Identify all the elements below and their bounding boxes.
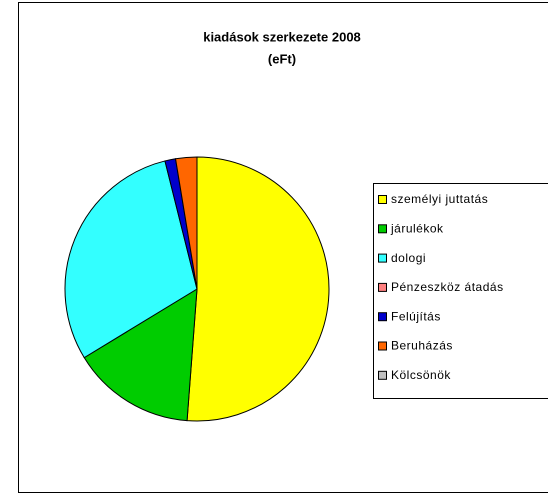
legend-label: járulékok: [390, 221, 444, 235]
legend-swatch: [378, 312, 387, 322]
legend-swatch: [378, 224, 387, 234]
legend-label: személyi juttatás: [391, 192, 488, 206]
pie-slice: [174, 156, 198, 290]
pie-slice: [83, 288, 198, 422]
pie-slice: [186, 156, 330, 422]
legend-label: Pénzeszköz átadás: [391, 280, 504, 294]
legend-box: [373, 183, 548, 399]
legend-label: Felújítás: [391, 309, 441, 323]
legend-swatch: [378, 195, 387, 204]
pie-slice: [64, 160, 198, 359]
legend-swatch: [378, 370, 387, 380]
legend-label: dologi: [391, 251, 426, 265]
chart-subtitle: (eFt): [268, 51, 296, 66]
legend-label: Beruházás: [391, 339, 453, 353]
chart-title: kiadások szerkezete 2008: [203, 29, 361, 44]
legend-swatch: [378, 253, 387, 263]
legend-swatch: [378, 341, 387, 351]
legend-label: Kölcsönök: [391, 368, 451, 382]
legend-swatch: [378, 282, 387, 292]
